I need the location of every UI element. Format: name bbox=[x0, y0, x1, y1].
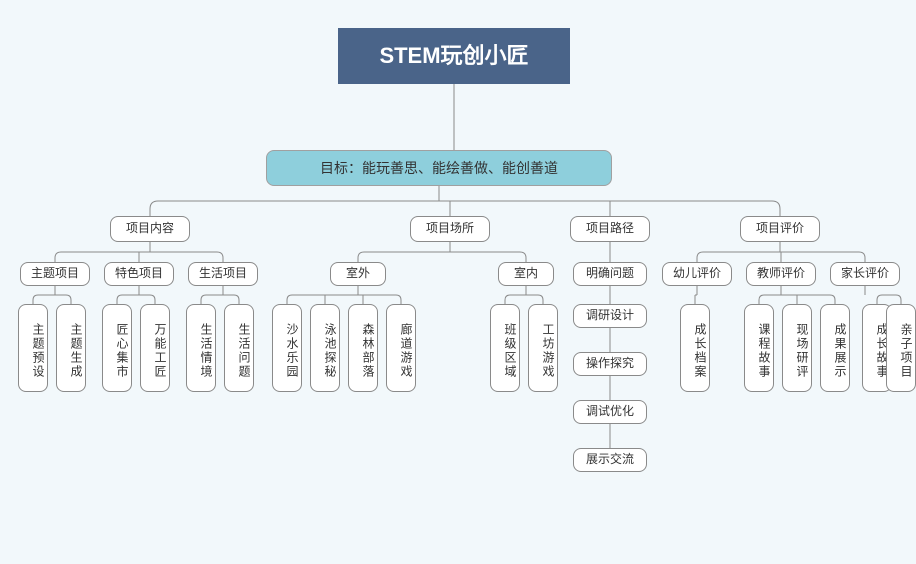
l4-o4: 廊道游戏 bbox=[386, 304, 416, 392]
l2-content: 项目内容 bbox=[110, 216, 190, 242]
l4-l1: 生活情境 bbox=[186, 304, 216, 392]
l4-o3: 森林部落 bbox=[348, 304, 378, 392]
goal-node: 目标：能玩善思、能绘善做、能创善道 bbox=[266, 150, 612, 186]
l4-f1: 匠心集市 bbox=[102, 304, 132, 392]
l4-k1: 成长档案 bbox=[680, 304, 710, 392]
l3-feature: 特色项目 bbox=[104, 262, 174, 286]
l3-parent: 家长评价 bbox=[830, 262, 900, 286]
l4-te2: 现场研评 bbox=[782, 304, 812, 392]
l2-place: 项目场所 bbox=[410, 216, 490, 242]
l2-evaluate: 项目评价 bbox=[740, 216, 820, 242]
l4-o2: 泳池探秘 bbox=[310, 304, 340, 392]
l4-o1: 沙水乐园 bbox=[272, 304, 302, 392]
l3-theme: 主题项目 bbox=[20, 262, 90, 286]
l4-p2: 亲子项目 bbox=[886, 304, 916, 392]
l3-life: 生活项目 bbox=[188, 262, 258, 286]
l3-outdoor: 室外 bbox=[330, 262, 386, 286]
path-step-step4: 调试优化 bbox=[573, 400, 647, 424]
path-step-step2: 调研设计 bbox=[573, 304, 647, 328]
l4-i2: 工坊游戏 bbox=[528, 304, 558, 392]
l4-i1: 班级区域 bbox=[490, 304, 520, 392]
l4-t2: 主题生成 bbox=[56, 304, 86, 392]
l3-indoor: 室内 bbox=[498, 262, 554, 286]
path-step-step5: 展示交流 bbox=[573, 448, 647, 472]
root-node: STEM玩创小匠 bbox=[338, 28, 570, 84]
path-step-step3: 操作探究 bbox=[573, 352, 647, 376]
l4-te3: 成果展示 bbox=[820, 304, 850, 392]
l4-te1: 课程故事 bbox=[744, 304, 774, 392]
diagram-canvas: STEM玩创小匠目标：能玩善思、能绘善做、能创善道项目内容 项目场所 项目路径 项目评… bbox=[0, 0, 916, 564]
l2-path: 项目路径 bbox=[570, 216, 650, 242]
l3-kid: 幼儿评价 bbox=[662, 262, 732, 286]
l4-t1: 主题预设 bbox=[18, 304, 48, 392]
l4-f2: 万能工匠 bbox=[140, 304, 170, 392]
l4-l2v: 生活问题 bbox=[224, 304, 254, 392]
l3-step1: 明确问题 bbox=[573, 262, 647, 286]
l3-teacher: 教师评价 bbox=[746, 262, 816, 286]
